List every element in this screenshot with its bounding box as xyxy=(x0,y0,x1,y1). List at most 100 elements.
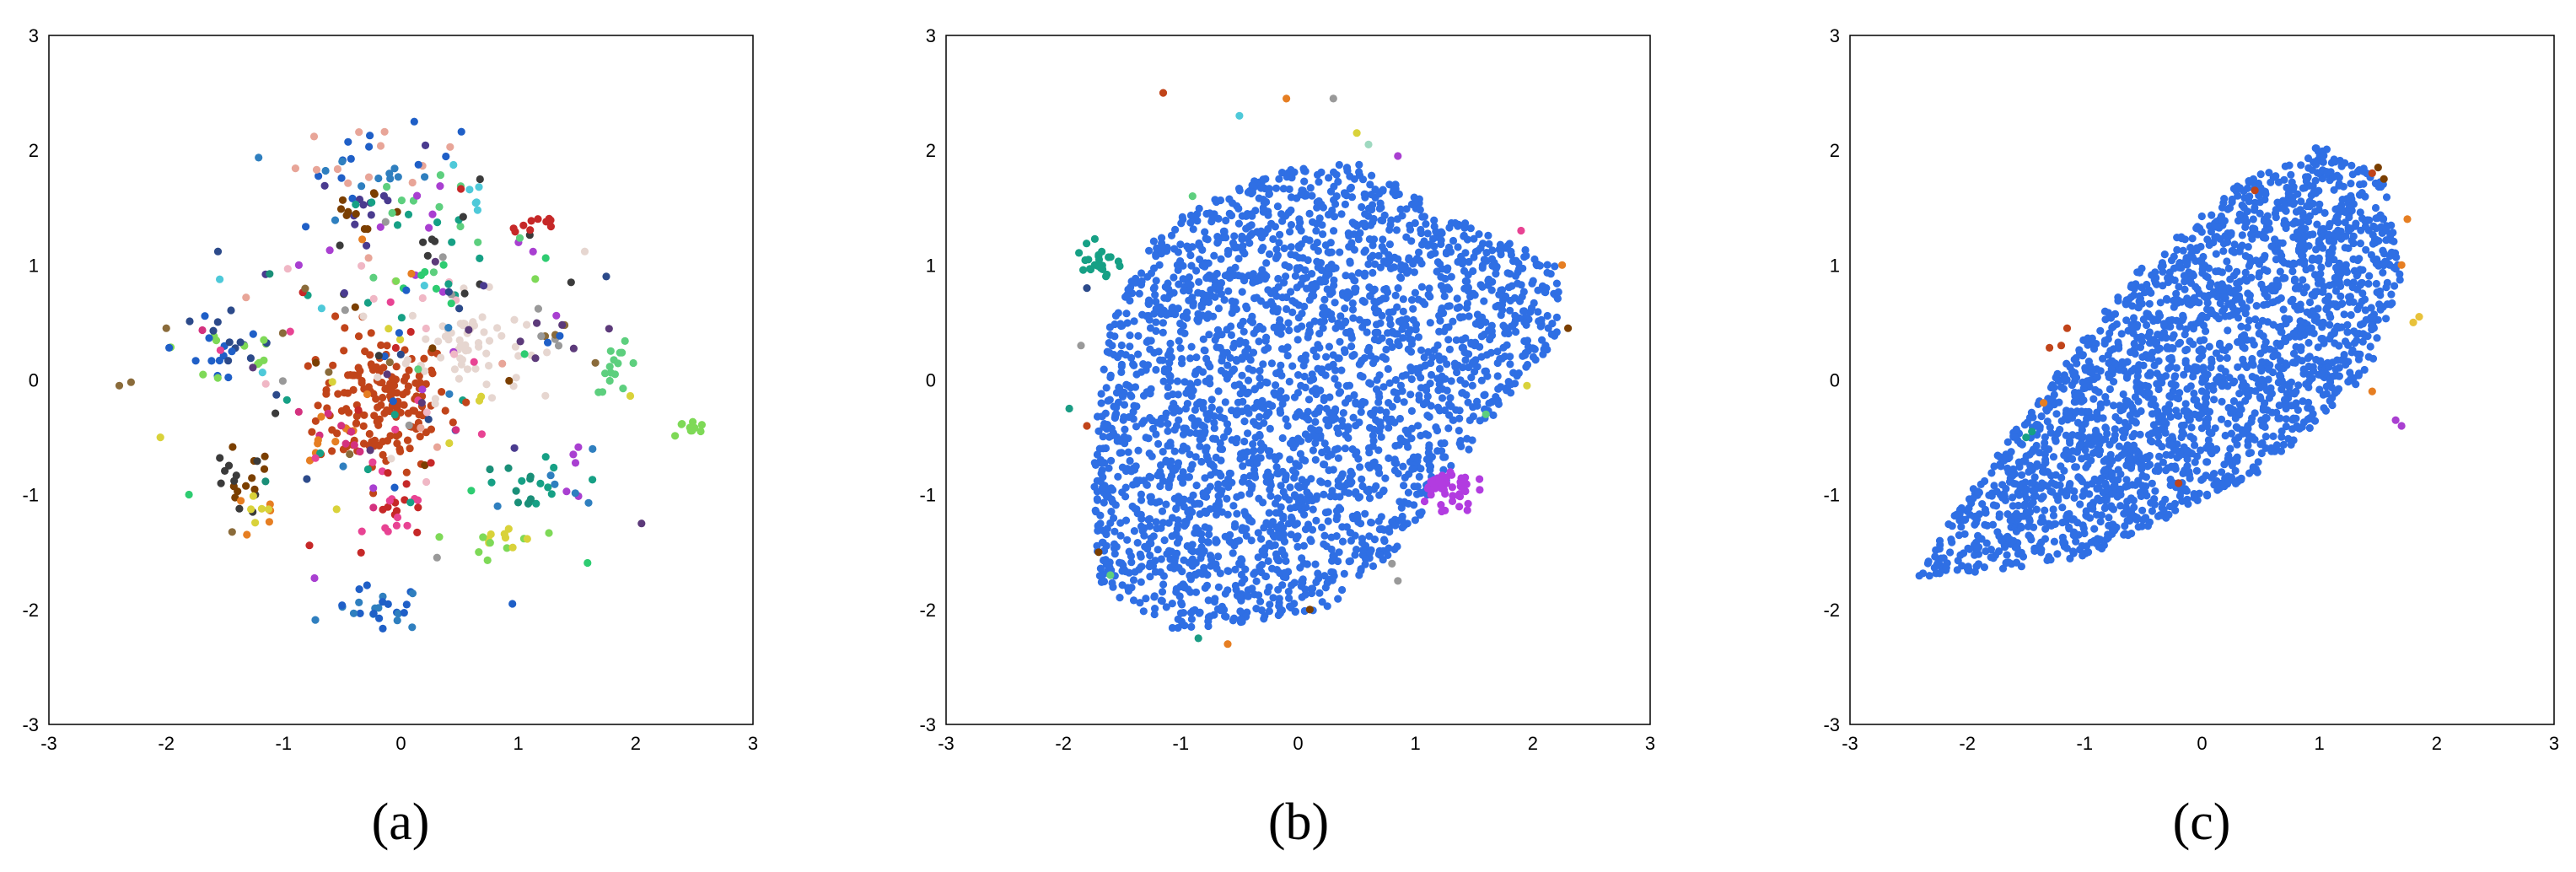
scatter-point xyxy=(1320,295,1329,304)
scatter-point xyxy=(1172,504,1180,514)
scatter-point xyxy=(429,268,438,277)
scatter-point xyxy=(1282,557,1290,566)
scatter-point xyxy=(224,461,234,470)
scatter-point xyxy=(1467,338,1476,347)
scatter-point xyxy=(419,238,428,246)
scatter-point xyxy=(2224,326,2232,335)
scatter-point xyxy=(1189,225,1197,234)
scatter-point xyxy=(1213,564,1221,573)
scatter-point xyxy=(1299,355,1308,363)
scatter-point xyxy=(1199,404,1207,412)
scatter-point xyxy=(1094,252,1103,261)
scatter-point xyxy=(1285,594,1293,603)
scatter-point xyxy=(1344,395,1353,403)
scatter-point xyxy=(1535,317,1543,326)
scatter-point xyxy=(1373,375,1381,385)
scatter-point xyxy=(2248,336,2256,345)
scatter-point xyxy=(1324,422,1332,430)
scatter-point xyxy=(2227,230,2235,239)
scatter-point xyxy=(1392,226,1401,234)
scatter-point xyxy=(1346,257,1354,266)
scatter-points-b xyxy=(1065,89,1573,649)
scatter-point xyxy=(1440,439,1449,448)
scatter-point xyxy=(1337,210,1346,218)
x-tick-label: -2 xyxy=(1055,733,1072,754)
scatter-point xyxy=(1118,392,1127,401)
scatter-point xyxy=(1358,538,1367,547)
scatter-point xyxy=(1394,152,1402,160)
scatter-point xyxy=(1146,390,1154,398)
scatter-point xyxy=(1096,511,1105,519)
scatter-point xyxy=(589,476,597,484)
scatter-point xyxy=(357,548,365,557)
scatter-point xyxy=(546,223,556,231)
scatter-point xyxy=(1164,441,1172,450)
scatter-point xyxy=(1279,185,1288,193)
scatter-point xyxy=(1390,545,1399,554)
scatter-point xyxy=(198,326,207,335)
scatter-point xyxy=(1347,470,1356,478)
scatter-point xyxy=(1543,261,1552,269)
scatter-point xyxy=(1191,558,1200,568)
scatter-point xyxy=(2312,245,2321,254)
scatter-point xyxy=(1152,365,1160,374)
scatter-point xyxy=(1164,427,1172,435)
scatter-point xyxy=(1412,490,1422,498)
scatter-point xyxy=(1242,525,1250,533)
scatter-point xyxy=(442,152,450,161)
scatter-point xyxy=(1116,594,1124,602)
scatter-point xyxy=(1321,584,1330,592)
scatter-point xyxy=(1296,563,1304,572)
scatter-point xyxy=(457,185,465,193)
scatter-point xyxy=(2122,299,2130,308)
scatter-point xyxy=(2240,331,2249,339)
scatter-point xyxy=(1396,381,1405,390)
scatter-point xyxy=(2282,415,2290,423)
scatter-point xyxy=(2145,299,2154,308)
scatter-point xyxy=(1110,351,1118,359)
scatter-point xyxy=(1412,255,1422,263)
scatter-point xyxy=(2261,289,2269,298)
scatter-point xyxy=(1204,596,1213,605)
scatter-point xyxy=(1508,321,1517,330)
scatter-point xyxy=(1307,537,1315,546)
scatter-point xyxy=(1325,363,1333,371)
scatter-point xyxy=(1360,248,1369,256)
scatter-point xyxy=(1257,234,1266,242)
scatter-point xyxy=(385,497,394,505)
scatter-point xyxy=(383,370,391,379)
scatter-point xyxy=(1261,346,1269,354)
scatter-point xyxy=(2226,275,2235,283)
scatter-point xyxy=(1352,220,1360,229)
scatter-point xyxy=(1290,393,1299,401)
scatter-point xyxy=(1132,402,1141,411)
scatter-point xyxy=(1290,579,1299,587)
scatter-point xyxy=(213,247,223,256)
scatter-point xyxy=(569,450,578,459)
scatter-point xyxy=(1330,168,1338,176)
scatter-point xyxy=(1458,336,1466,344)
scatter-point xyxy=(470,358,478,366)
scatter-point xyxy=(217,479,225,487)
scatter-point xyxy=(1356,229,1364,237)
scatter-point xyxy=(1202,410,1211,418)
scatter-point xyxy=(1393,303,1401,311)
scatter-point xyxy=(1480,391,1488,400)
scatter-point xyxy=(1361,560,1369,568)
scatter-point xyxy=(1401,321,1410,330)
scatter-point xyxy=(374,174,383,183)
scatter-point xyxy=(1240,417,1249,426)
scatter-point xyxy=(1445,223,1454,232)
scatter-point xyxy=(2353,305,2362,314)
scatter-point xyxy=(1131,504,1139,513)
scatter-point xyxy=(1931,552,1939,561)
scatter-point xyxy=(1328,557,1336,565)
scatter-point xyxy=(314,436,322,444)
scatter-point xyxy=(1358,202,1366,212)
scatter-point xyxy=(156,433,164,442)
x-tick-label: 1 xyxy=(514,733,524,754)
scatter-point xyxy=(1226,353,1234,362)
scatter-point xyxy=(1466,224,1475,233)
scatter-point xyxy=(1253,277,1261,285)
y-tick-label: 1 xyxy=(29,255,39,276)
